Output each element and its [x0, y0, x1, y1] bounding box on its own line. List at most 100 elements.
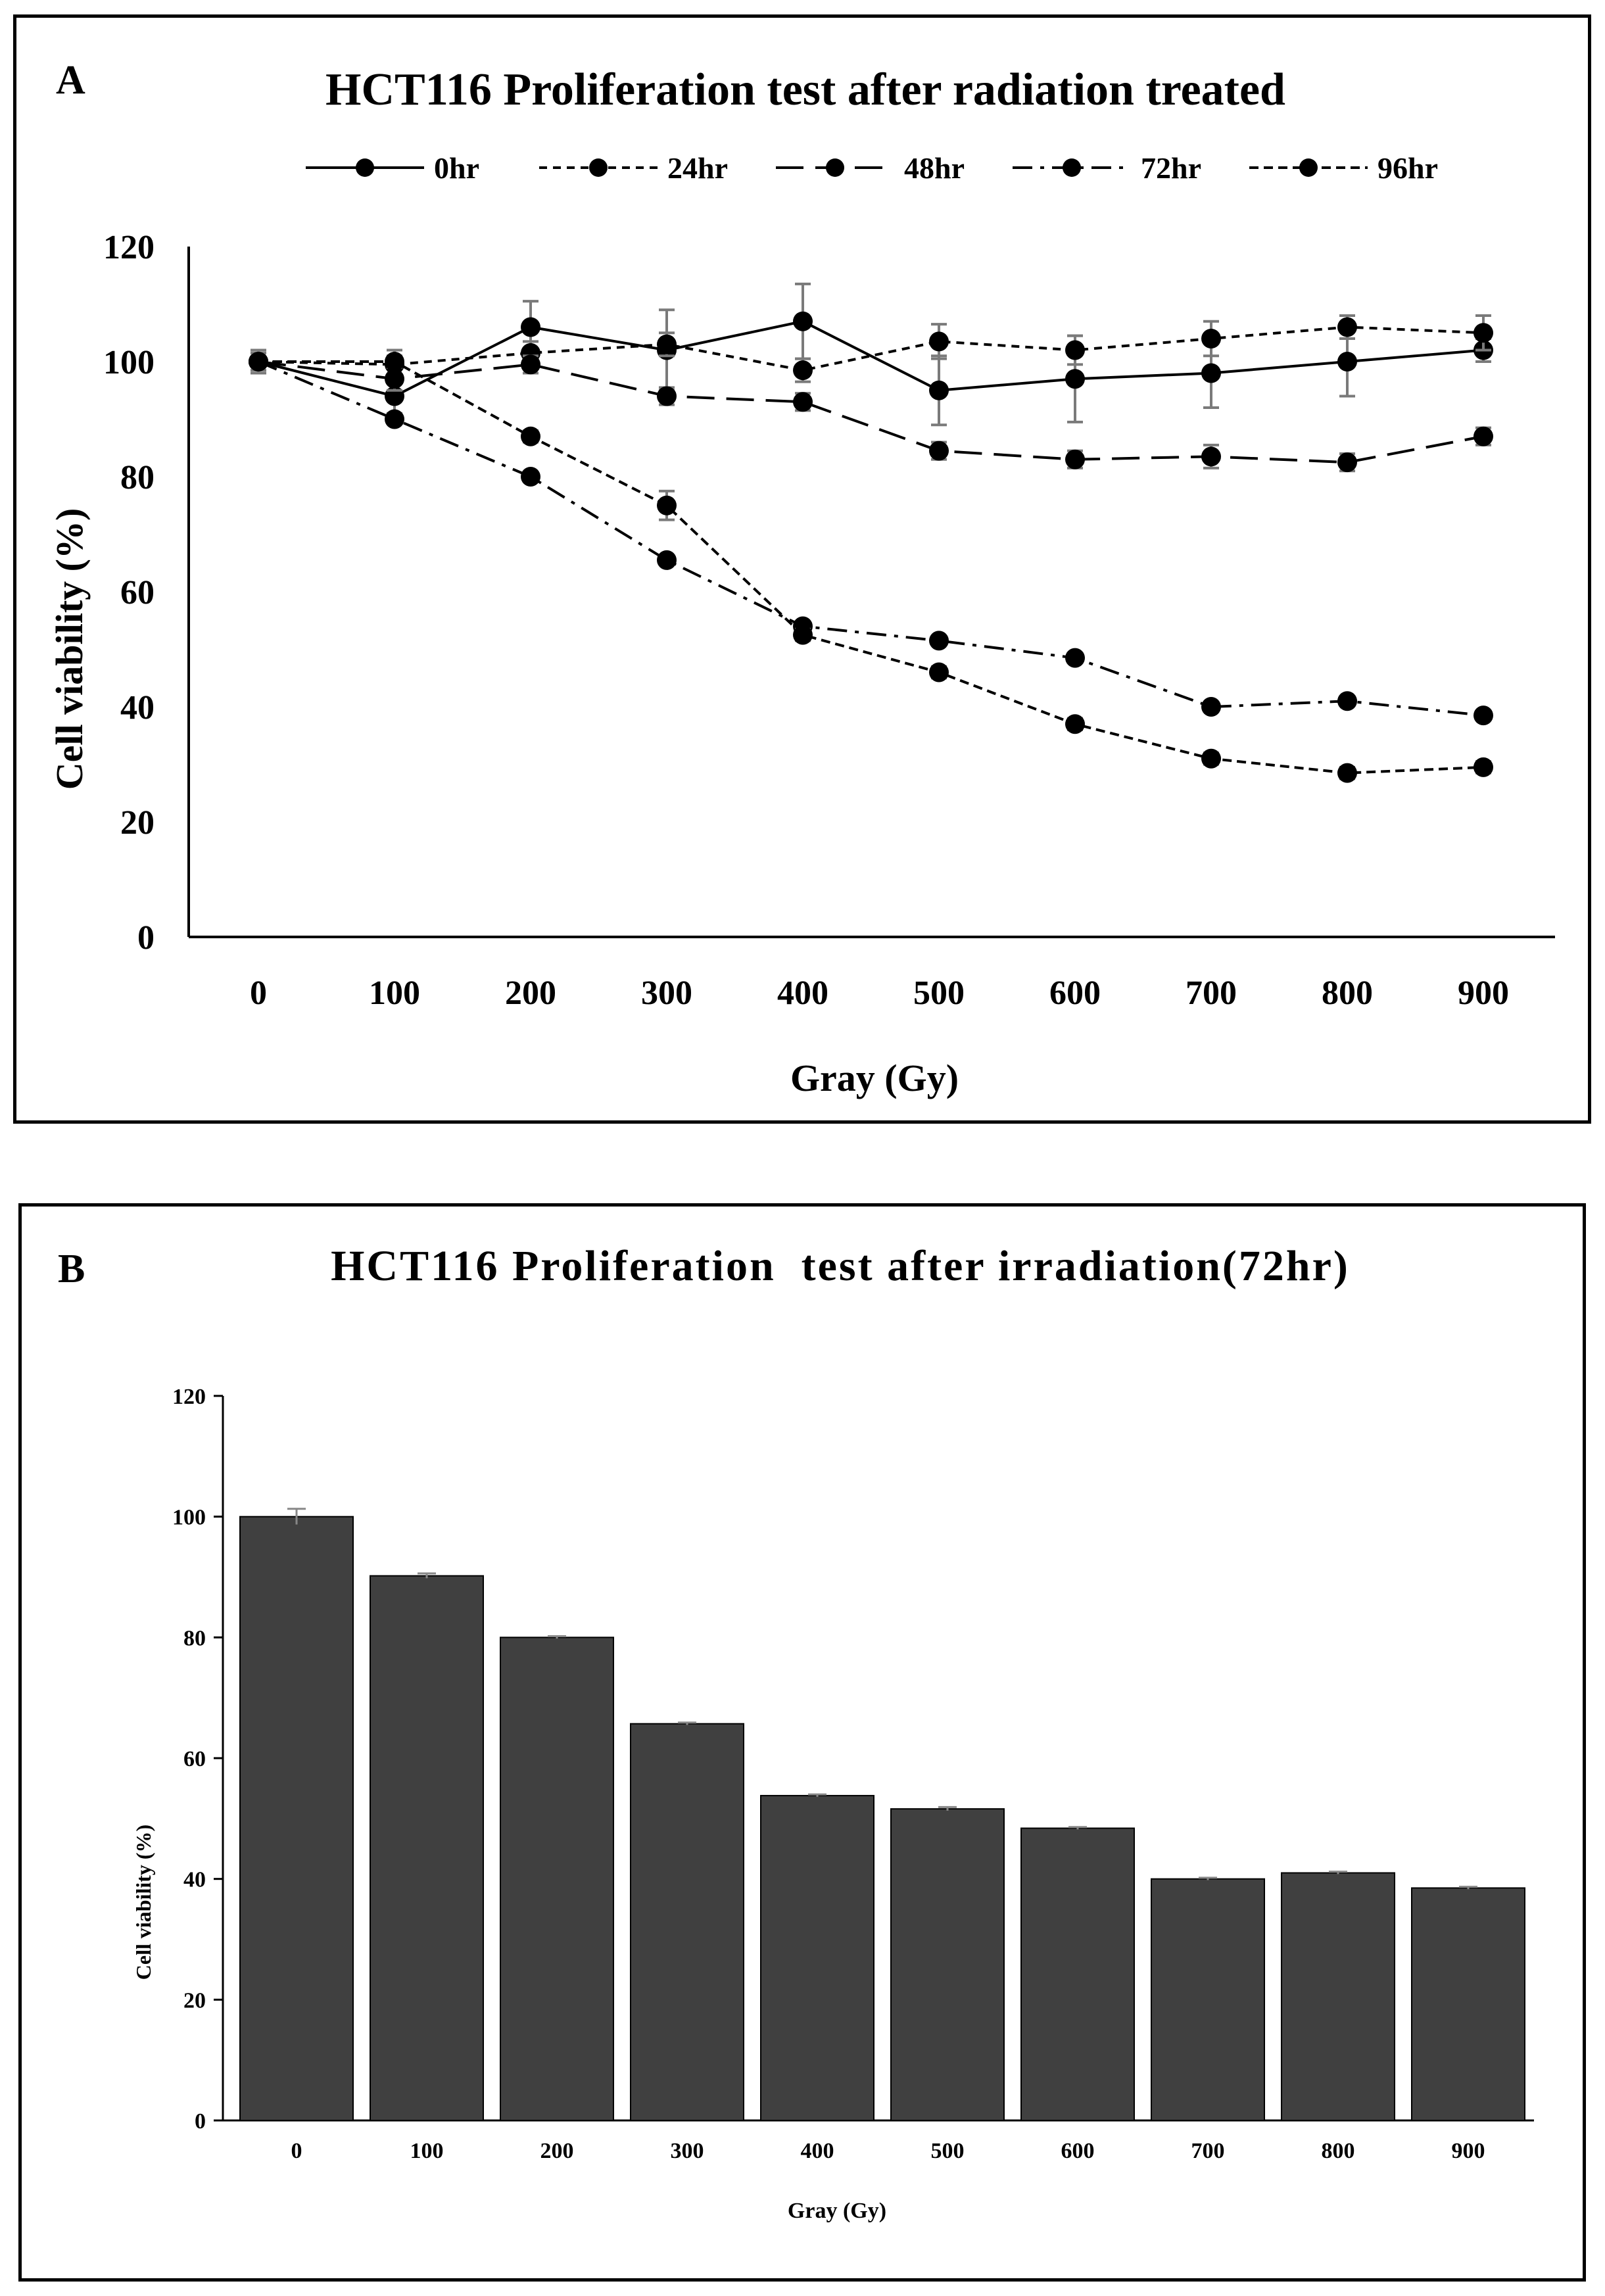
series-72hr [249, 351, 1493, 726]
legend-label: 96hr [1377, 151, 1438, 185]
chart-a-legend: 0hr 24hr 48hr 72hr 96hr [306, 151, 1438, 185]
y-tick-label: 100 [103, 344, 155, 381]
data-point-24hr [1201, 329, 1221, 348]
data-point-96hr [385, 352, 404, 371]
series-line-0hr [258, 320, 1484, 398]
x-tick-label: 0 [291, 2139, 302, 2163]
data-point-24hr [1473, 323, 1493, 343]
data-point-24hr [929, 331, 949, 352]
panel-b-letter: B [58, 1247, 85, 1291]
bar-800 [1281, 1872, 1395, 2121]
x-tick-label: 500 [931, 2139, 965, 2163]
data-point-48hr [1337, 452, 1357, 473]
x-tick-label: 800 [1322, 974, 1373, 1012]
data-point-0hr [1065, 369, 1085, 389]
legend-item-48hr: 48hr [776, 151, 965, 185]
x-tick-label: 0 [250, 974, 267, 1012]
legend-marker [1299, 158, 1318, 177]
bar-400 [760, 1794, 874, 2121]
legend-label: 48hr [904, 151, 965, 185]
chart-a-axes: 0 20 40 60 80 100 120 0 100 200 300 400 500 600 700 800… [103, 229, 1555, 1012]
legend-marker [589, 158, 608, 177]
data-point-48hr [793, 392, 813, 412]
data-point-24hr [657, 334, 677, 354]
x-tick-label: 900 [1452, 2139, 1485, 2163]
data-point-0hr [521, 317, 540, 337]
chart-b-axes: 0 20 40 60 80 100 120 0 100 200 300 400 500 600 700 800… [172, 1385, 1534, 2163]
x-tick-label: 900 [1458, 974, 1509, 1012]
data-point-0hr [1201, 363, 1221, 383]
chart-b-x-axis-label: Gray (Gy) [788, 2199, 886, 2223]
bar-600 [1020, 1827, 1135, 2121]
bar-100 [370, 1575, 484, 2121]
bar-200 [500, 1637, 614, 2121]
data-point-0hr [929, 380, 949, 400]
y-tick-label: 0 [195, 2109, 206, 2134]
chart-a-x-axis-label: Gray (Gy) [790, 1057, 959, 1099]
x-tick-label: 800 [1322, 2139, 1355, 2163]
bar-500 [890, 1808, 1005, 2121]
y-tick-label: 40 [183, 1868, 206, 1892]
y-tick-label: 60 [183, 1747, 206, 1771]
data-point-72hr [1201, 697, 1221, 717]
line-chart-canvas: A HCT116 Proliferation test after radiat… [48, 58, 1555, 1099]
bar-chart-canvas: B HCT116 Proliferation test after irradi… [58, 1242, 1534, 2223]
x-tick-label: 600 [1061, 2139, 1095, 2163]
chart-a-y-axis-label: Cell viability (%) [48, 508, 91, 790]
data-point-72hr [929, 631, 949, 651]
x-tick-label: 700 [1186, 974, 1237, 1012]
x-tick-label: 500 [913, 974, 965, 1012]
data-point-96hr [793, 625, 813, 645]
legend-label: 24hr [667, 151, 728, 185]
x-tick-label: 600 [1049, 974, 1101, 1012]
legend-label: 0hr [434, 151, 479, 185]
bar-900 [1411, 1887, 1525, 2121]
x-tick-label: 300 [671, 2139, 704, 2163]
data-point-0hr [1337, 352, 1357, 371]
x-tick-label: 100 [369, 974, 420, 1012]
legend-marker [356, 158, 374, 177]
x-tick-label: 100 [410, 2139, 444, 2163]
x-tick-label: 300 [641, 974, 692, 1012]
series-line-48hr [258, 360, 1484, 464]
legend-label: 72hr [1141, 151, 1201, 185]
chart-b-title: HCT116 Proliferation test after irradiat… [331, 1242, 1350, 1290]
data-point-72hr [1337, 691, 1357, 711]
x-tick-label: 400 [777, 974, 828, 1012]
data-point-72hr [385, 409, 404, 429]
data-point-72hr [1473, 706, 1493, 726]
bar-0 [239, 1516, 354, 2121]
data-point-48hr [1473, 426, 1493, 446]
y-tick-label: 80 [120, 459, 155, 496]
legend-item-72hr: 72hr [1013, 151, 1201, 185]
data-point-96hr [249, 352, 268, 371]
panel-a-line-chart: A HCT116 Proliferation test after radiat… [13, 14, 1591, 1124]
x-tick-label: 200 [540, 2139, 574, 2163]
data-point-72hr [521, 467, 540, 487]
y-tick-label: 60 [120, 574, 155, 611]
series-line-96hr [258, 360, 1484, 775]
data-point-48hr [385, 369, 404, 389]
y-tick-label: 120 [172, 1385, 206, 1409]
data-point-96hr [657, 495, 677, 515]
data-point-48hr [929, 441, 949, 461]
data-point-72hr [657, 550, 677, 570]
y-tick-label: 80 [183, 1626, 206, 1650]
legend-item-96hr: 96hr [1249, 151, 1438, 185]
series-line-72hr [258, 360, 1484, 717]
data-point-72hr [1065, 648, 1085, 668]
data-point-48hr [657, 386, 677, 406]
y-tick-label: 40 [120, 689, 155, 727]
bar-300 [630, 1723, 744, 2121]
chart-b-plot-area [239, 1508, 1525, 2122]
x-tick-label: 400 [801, 2139, 834, 2163]
legend-item-24hr: 24hr [539, 151, 728, 185]
data-point-48hr [1065, 449, 1085, 469]
data-point-96hr [1065, 714, 1085, 734]
data-point-96hr [929, 662, 949, 682]
data-point-96hr [1337, 763, 1357, 783]
series-24hr [249, 314, 1493, 383]
data-point-24hr [793, 360, 813, 381]
chart-a-plot-area [249, 282, 1493, 783]
y-tick-label: 20 [120, 804, 155, 842]
